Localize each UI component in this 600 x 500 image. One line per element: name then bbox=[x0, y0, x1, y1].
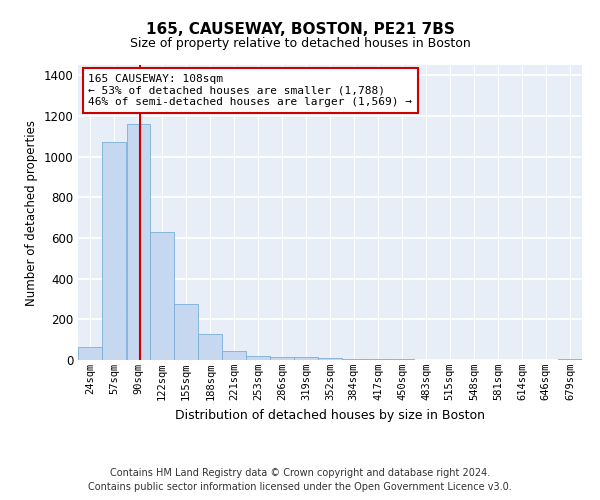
Bar bbox=[558, 359, 582, 360]
Text: 165 CAUSEWAY: 108sqm
← 53% of detached houses are smaller (1,788)
46% of semi-de: 165 CAUSEWAY: 108sqm ← 53% of detached h… bbox=[88, 74, 412, 107]
Bar bbox=[342, 359, 366, 360]
Y-axis label: Number of detached properties: Number of detached properties bbox=[25, 120, 38, 306]
Bar bbox=[199, 334, 222, 360]
Text: 165, CAUSEWAY, BOSTON, PE21 7BS: 165, CAUSEWAY, BOSTON, PE21 7BS bbox=[146, 22, 454, 38]
Bar bbox=[127, 124, 151, 360]
Bar bbox=[294, 357, 318, 360]
Bar bbox=[103, 142, 126, 360]
Bar bbox=[246, 356, 270, 360]
X-axis label: Distribution of detached houses by size in Boston: Distribution of detached houses by size … bbox=[175, 408, 485, 422]
Bar bbox=[174, 304, 198, 360]
Bar bbox=[319, 358, 342, 360]
Text: Contains public sector information licensed under the Open Government Licence v3: Contains public sector information licen… bbox=[88, 482, 512, 492]
Text: Contains HM Land Registry data © Crown copyright and database right 2024.: Contains HM Land Registry data © Crown c… bbox=[110, 468, 490, 477]
Bar bbox=[223, 351, 247, 360]
Text: Size of property relative to detached houses in Boston: Size of property relative to detached ho… bbox=[130, 38, 470, 51]
Bar bbox=[150, 232, 174, 360]
Bar bbox=[270, 357, 294, 360]
Bar bbox=[78, 347, 102, 360]
